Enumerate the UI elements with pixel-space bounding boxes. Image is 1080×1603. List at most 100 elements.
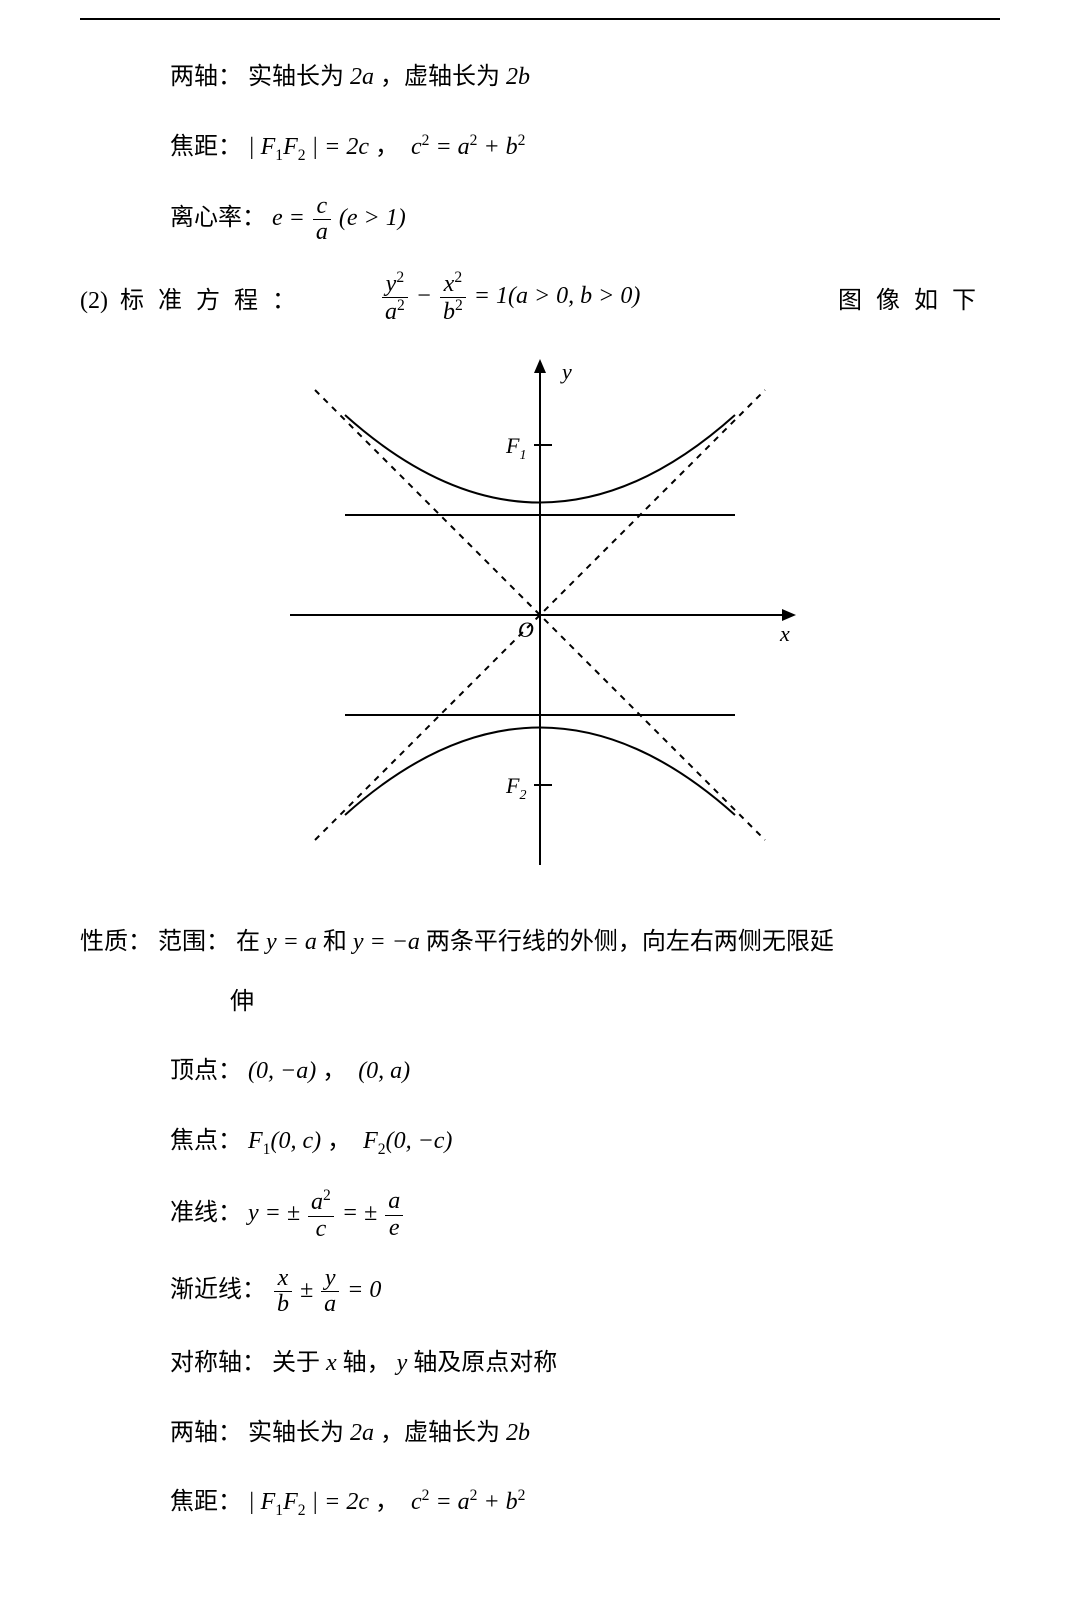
x-axis-label: x	[779, 621, 790, 646]
focal2-eq2-c: c	[411, 1489, 422, 1515]
eq-num2: x2	[440, 270, 466, 297]
y-axis-label: y	[560, 359, 572, 384]
section2-eq: y2 a2 − x2 b2 = 1(a > 0, b > 0)	[310, 270, 640, 325]
dir-frac2: a e	[385, 1189, 403, 1240]
dir-den2: e	[385, 1215, 403, 1241]
vertex-label: 顶点：	[170, 1058, 242, 1084]
focal2-eq2-eq: = a	[429, 1489, 469, 1515]
f2-sub: 2	[519, 788, 526, 803]
sym-y: y	[397, 1350, 408, 1376]
section2-num: (2)	[80, 288, 108, 314]
focal-eq2-c: c	[411, 134, 422, 160]
vertex-v1: (0, −a)	[248, 1058, 316, 1084]
range-label: 范围：	[158, 929, 230, 955]
focal-eq1: | F1F2 | = 2c	[248, 134, 375, 160]
eq-den1: a2	[382, 297, 408, 325]
eq-num1: y2	[382, 270, 408, 297]
axes-val1: 2a	[350, 64, 374, 90]
focus-comma: ，	[327, 1128, 351, 1154]
focal2-eq2: c2 = a2 + b2	[411, 1489, 525, 1515]
y-axis-arrow	[534, 359, 546, 373]
range-text2: 和	[323, 929, 347, 955]
focal-eq1-s2: 2	[298, 146, 306, 163]
eq-frac1: y2 a2	[382, 270, 408, 325]
focal2-eq1-s2: 2	[298, 1502, 306, 1519]
focus-f2s: 2	[378, 1141, 386, 1158]
axes2-val2: 2b	[506, 1420, 530, 1446]
f2-label: F2	[505, 773, 526, 803]
axes2-val1: 2a	[350, 1420, 374, 1446]
range-text1: 在	[236, 929, 260, 955]
sym-text1: 关于	[272, 1350, 320, 1376]
eq-rhs: = 1(a > 0, b > 0)	[474, 283, 641, 309]
asym-rhs: = 0	[347, 1277, 381, 1303]
dir-den1: c	[308, 1216, 334, 1242]
focal2-eq1-s1: 1	[275, 1502, 283, 1519]
focus-f2: F2(0, −c)	[363, 1128, 452, 1154]
focus-f1a: F	[248, 1128, 263, 1154]
eq-num1-s: 2	[396, 269, 404, 286]
asym-num2: y	[321, 1266, 339, 1291]
section2-label: 标准方程：	[120, 288, 310, 314]
focal-eq2-eq: = a	[429, 134, 469, 160]
focus-label: 焦点：	[170, 1128, 242, 1154]
focal-label: 焦距：	[170, 134, 242, 160]
range-eq1: y = a	[266, 929, 317, 955]
sym-text2: 轴，	[343, 1350, 391, 1376]
eq-num2-b: x	[444, 271, 455, 297]
axes-label: 两轴：	[170, 64, 242, 90]
eq-num2-s: 2	[454, 269, 462, 286]
vertex-comma: ，	[322, 1058, 346, 1084]
x-axis-arrow	[782, 609, 796, 621]
dir-y: y = ±	[248, 1201, 300, 1227]
ecc-label: 离心率：	[170, 205, 266, 231]
props-range-line1: 性质： 范围： 在 y = a 和 y = −a 两条平行线的外侧，向左右两侧无…	[80, 920, 1000, 966]
props-range-line2: 伸	[80, 980, 1000, 1026]
focal2-eq2-plus: + b	[477, 1489, 517, 1515]
asym-line: 渐近线： x b ± y a = 0	[80, 1266, 1000, 1317]
focus-f1: F1(0, c)	[248, 1128, 327, 1154]
axes2-line: 两轴： 实轴长为 2a ，虚轴长为 2b	[80, 1411, 1000, 1457]
focus-line: 焦点： F1(0, c) ， F2(0, −c)	[80, 1119, 1000, 1165]
ecc-num: c	[313, 194, 331, 219]
eq-num1-b: y	[386, 271, 397, 297]
props-heading: 性质：	[80, 929, 152, 955]
section2-left: (2) 标准方程：	[80, 280, 310, 315]
hyperbola-figure: y x O F1 F2	[280, 355, 800, 875]
focal2-comma: ，	[375, 1489, 399, 1515]
focal-eq1-lhs: | F	[248, 134, 275, 160]
sym-line: 对称轴： 关于 x 轴， y 轴及原点对称	[80, 1341, 1000, 1387]
dir-num2: a	[385, 1189, 403, 1214]
f1-sub: 1	[519, 448, 526, 463]
focus-f1b: (0, c)	[270, 1128, 321, 1154]
focal2-line: 焦距： | F1F2 | = 2c ， c2 = a2 + b2	[80, 1480, 1000, 1526]
f1-base: F	[505, 433, 520, 458]
focal2-eq1-rhs: | = 2c	[306, 1489, 369, 1515]
asym-den2: a	[321, 1291, 339, 1317]
asym-den1: b	[274, 1291, 292, 1317]
axes-text1: 实轴长为	[248, 64, 344, 90]
focus-f2b: (0, −c)	[386, 1128, 453, 1154]
sym-x: x	[326, 1350, 337, 1376]
eq-frac2: x2 b2	[440, 270, 466, 325]
eq-den2: b2	[440, 297, 466, 325]
f2-base: F	[505, 773, 520, 798]
focal-line: 焦距： | F1F2 | = 2c ， c2 = a2 + b2	[80, 125, 1000, 171]
axes2-text1: 实轴长为	[248, 1420, 344, 1446]
focus-f2a: F	[363, 1128, 378, 1154]
asym-frac1: x b	[274, 1266, 292, 1317]
dir-num1-b: a	[311, 1189, 323, 1215]
ecc-frac: c a	[313, 194, 331, 245]
ecc-line: 离心率： e = c a (e > 1)	[80, 194, 1000, 245]
ecc-den: a	[313, 219, 331, 245]
asym-pm: ±	[300, 1277, 319, 1303]
eq-den2-b: b	[443, 299, 455, 325]
dir-frac1: a2 c	[308, 1188, 334, 1241]
eq-den1-s: 2	[397, 297, 405, 314]
axes2-label: 两轴：	[170, 1420, 242, 1446]
focal-comma: ，	[375, 134, 399, 160]
eq-minus: −	[416, 283, 438, 309]
axes2-text2: ，虚轴长为	[380, 1420, 500, 1446]
focal-eq1-rhs: | = 2c	[306, 134, 369, 160]
focal2-label: 焦距：	[170, 1489, 242, 1515]
